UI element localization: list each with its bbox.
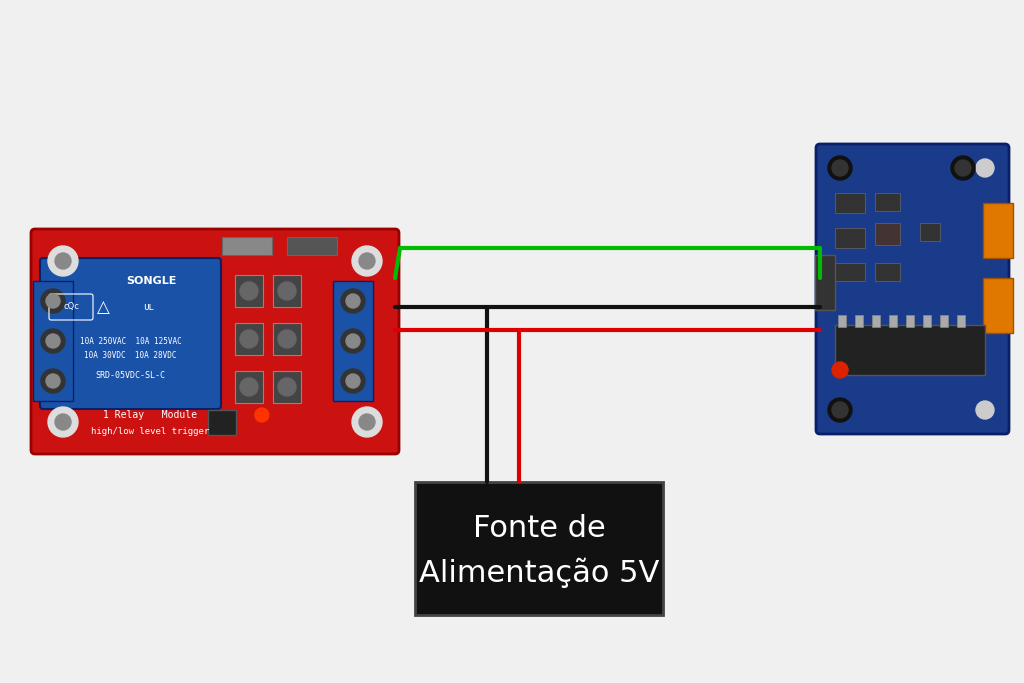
Circle shape bbox=[240, 282, 258, 300]
Bar bbox=[815, 255, 835, 310]
Text: Alimentação 5V: Alimentação 5V bbox=[419, 557, 659, 587]
Circle shape bbox=[341, 329, 365, 353]
Bar bbox=[835, 325, 985, 375]
FancyBboxPatch shape bbox=[983, 203, 1013, 258]
Circle shape bbox=[347, 402, 387, 442]
Circle shape bbox=[976, 159, 994, 177]
Circle shape bbox=[341, 289, 365, 313]
Bar bbox=[874, 193, 900, 211]
Bar bbox=[222, 237, 272, 255]
Circle shape bbox=[831, 402, 848, 418]
Circle shape bbox=[41, 289, 65, 313]
FancyBboxPatch shape bbox=[273, 371, 301, 403]
Circle shape bbox=[951, 156, 975, 180]
Text: 1 Relay   Module: 1 Relay Module bbox=[103, 410, 198, 420]
Bar bbox=[872, 315, 880, 327]
Circle shape bbox=[55, 414, 71, 430]
Text: SONGLE: SONGLE bbox=[126, 276, 177, 286]
Bar bbox=[287, 237, 337, 255]
Circle shape bbox=[827, 155, 853, 181]
Circle shape bbox=[240, 330, 258, 348]
Circle shape bbox=[278, 378, 296, 396]
Text: cQc: cQc bbox=[63, 303, 79, 311]
Circle shape bbox=[359, 253, 375, 269]
FancyBboxPatch shape bbox=[333, 281, 373, 401]
Bar bbox=[920, 223, 940, 241]
Circle shape bbox=[352, 407, 382, 437]
Bar bbox=[415, 482, 663, 615]
Circle shape bbox=[278, 330, 296, 348]
Circle shape bbox=[955, 160, 971, 176]
Bar bbox=[835, 263, 865, 281]
Circle shape bbox=[352, 246, 382, 276]
Bar bbox=[208, 410, 236, 435]
Circle shape bbox=[831, 401, 849, 419]
Circle shape bbox=[976, 401, 994, 419]
Text: ᴜʟ: ᴜʟ bbox=[142, 302, 154, 312]
Circle shape bbox=[46, 374, 60, 388]
Circle shape bbox=[41, 369, 65, 393]
Circle shape bbox=[43, 241, 83, 281]
Bar bbox=[889, 315, 897, 327]
FancyBboxPatch shape bbox=[273, 275, 301, 307]
Text: 10A 250VAC  10A 125VAC: 10A 250VAC 10A 125VAC bbox=[80, 337, 181, 346]
Circle shape bbox=[828, 156, 852, 180]
FancyBboxPatch shape bbox=[234, 275, 263, 307]
Circle shape bbox=[48, 246, 78, 276]
Circle shape bbox=[972, 397, 998, 423]
Circle shape bbox=[346, 334, 360, 348]
Circle shape bbox=[43, 402, 83, 442]
FancyBboxPatch shape bbox=[31, 229, 399, 454]
FancyBboxPatch shape bbox=[234, 323, 263, 355]
Circle shape bbox=[346, 374, 360, 388]
Bar bbox=[923, 315, 931, 327]
Bar bbox=[835, 228, 865, 248]
Text: 10A 30VDC  10A 28VDC: 10A 30VDC 10A 28VDC bbox=[84, 352, 177, 361]
Circle shape bbox=[346, 294, 360, 308]
Bar bbox=[838, 315, 846, 327]
FancyBboxPatch shape bbox=[234, 371, 263, 403]
FancyBboxPatch shape bbox=[273, 323, 301, 355]
Text: Fonte de: Fonte de bbox=[473, 514, 605, 543]
Circle shape bbox=[359, 414, 375, 430]
Bar bbox=[957, 315, 965, 327]
Circle shape bbox=[48, 407, 78, 437]
Text: △: △ bbox=[96, 298, 110, 316]
Circle shape bbox=[831, 159, 849, 177]
Circle shape bbox=[831, 160, 848, 176]
Bar bbox=[855, 315, 863, 327]
FancyBboxPatch shape bbox=[40, 258, 221, 409]
Text: high/low level trigger: high/low level trigger bbox=[91, 428, 209, 436]
Bar bbox=[874, 223, 900, 245]
Bar bbox=[940, 315, 948, 327]
Circle shape bbox=[41, 329, 65, 353]
Circle shape bbox=[827, 397, 853, 423]
Bar bbox=[906, 315, 914, 327]
Circle shape bbox=[831, 362, 848, 378]
Circle shape bbox=[341, 369, 365, 393]
Circle shape bbox=[278, 282, 296, 300]
Circle shape bbox=[46, 294, 60, 308]
Bar bbox=[835, 193, 865, 213]
Bar bbox=[874, 263, 900, 281]
FancyBboxPatch shape bbox=[816, 144, 1009, 434]
Text: SRD-05VDC-SL-C: SRD-05VDC-SL-C bbox=[95, 372, 166, 380]
Circle shape bbox=[347, 241, 387, 281]
Circle shape bbox=[46, 334, 60, 348]
FancyBboxPatch shape bbox=[33, 281, 73, 401]
Circle shape bbox=[240, 378, 258, 396]
FancyBboxPatch shape bbox=[983, 278, 1013, 333]
Circle shape bbox=[828, 398, 852, 422]
Circle shape bbox=[55, 253, 71, 269]
Circle shape bbox=[972, 155, 998, 181]
Circle shape bbox=[255, 408, 268, 422]
